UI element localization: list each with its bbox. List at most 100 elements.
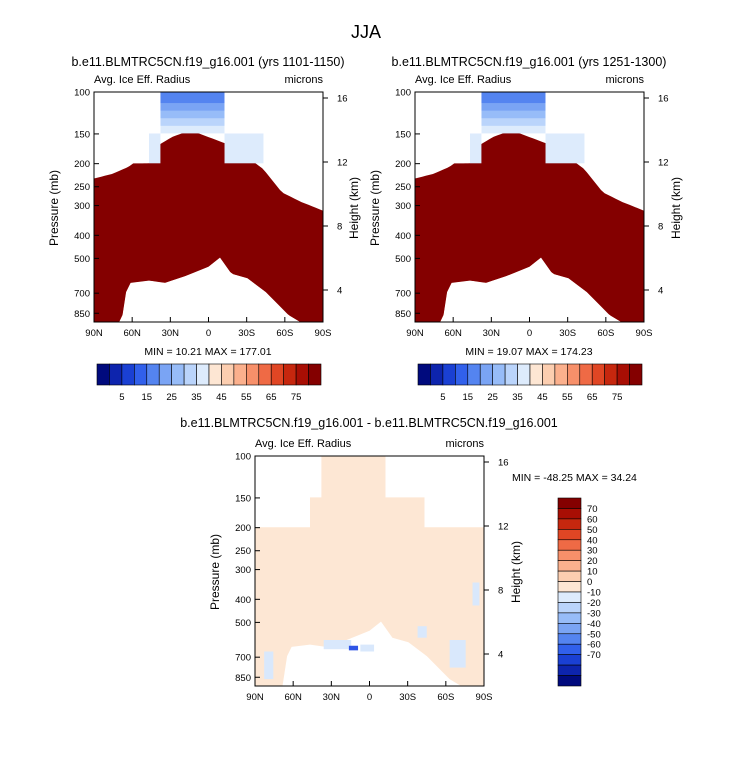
panel-3-ytick-label: 500	[235, 618, 251, 629]
panel-2-xtick-label: 0	[527, 328, 532, 339]
panel-3-colorbar-box	[557, 602, 582, 614]
panel-3-diff-patch	[360, 644, 375, 652]
panel-2-subtitle-left: Avg. Ice Eff. Radius	[415, 74, 512, 86]
panel-2-ytick-right-label: 16	[658, 94, 669, 105]
panel-3-diff-patch	[323, 640, 352, 650]
panel-3-xtick-label: 30S	[399, 692, 416, 703]
panel-2-subtitle-right: microns	[605, 74, 644, 86]
panel-2-colorbar-box	[430, 363, 444, 386]
panel-3-ytick-right-label: 12	[498, 522, 509, 533]
panel-3-colorbar-box	[557, 612, 582, 624]
panel-3-diff-patch	[472, 582, 480, 606]
panel-3-colorbar-label: -20	[587, 598, 601, 609]
panel-3-colorbar-box	[557, 539, 582, 551]
panel-3-colorbar-box	[557, 529, 582, 541]
panel-2-colorbar: 5 15 25 35 45 55 65 75	[417, 363, 643, 403]
panel-1-colorbar-label: 45	[216, 392, 227, 403]
panel-1-colorbar-box	[171, 363, 185, 386]
panel-1-mask-top	[94, 92, 323, 164]
panel-1-colorbar-box	[96, 363, 110, 386]
panel-3-colorbar-box	[557, 654, 582, 666]
panel-3-ytick-right-label: 16	[498, 458, 509, 469]
panel-2-contour-band	[415, 130, 644, 322]
panel-1-xtick-label: 30N	[162, 328, 180, 339]
panel-1-colorbar-label: 55	[241, 392, 252, 403]
panel-1-colorbar-box	[121, 363, 135, 386]
panel-2-xtick-label: 60S	[597, 328, 614, 339]
panel-2-title: b.e11.BLMTRC5CN.f19_g16.001 (yrs 1251-13…	[392, 55, 667, 69]
panel-1-shelf-left	[148, 133, 161, 164]
panel-1-colorbar-box	[295, 363, 309, 386]
panel-2-shelf-left	[469, 133, 482, 164]
panel-3-colorbar-label: -30	[587, 608, 601, 619]
panel-2-colorbar-label: 55	[562, 392, 573, 403]
panel-2-colorbar-box	[554, 363, 568, 386]
panel-2-colorbar-box	[504, 363, 518, 386]
panel-3-colorbar-label: -60	[587, 640, 601, 651]
panel-2-ytick-label: 700	[395, 289, 411, 300]
panel-1-colorbar-label: 35	[191, 392, 202, 403]
panel-2-colorbar-label: 65	[587, 392, 598, 403]
panel-2-colorbar-box	[616, 363, 630, 386]
panel-2-colorbar-box	[442, 363, 456, 386]
panel-3-colorbar-label: 40	[587, 535, 598, 546]
panel-2-ytick-right-label: 4	[658, 286, 663, 297]
panel-2-mask-top	[415, 92, 644, 164]
panel-3-colorbar-box	[557, 570, 582, 582]
panel-2-blue-band	[481, 92, 546, 104]
panel-2-colorbar-box	[567, 363, 581, 386]
panel-1-colorbar-label: 75	[291, 392, 302, 403]
panel-3-colorbar-label: -50	[587, 629, 601, 640]
panel-1-xtick-label: 90S	[315, 328, 332, 339]
panel-2-ytick-label: 250	[395, 182, 411, 193]
panel-3-colorbar-box	[557, 518, 582, 530]
panel-1-subtitle-right: microns	[284, 74, 323, 86]
panel-2-ytick-label: 400	[395, 231, 411, 242]
panel-1-colorbar-box	[270, 363, 284, 386]
panel-1-ytick-right-label: 4	[337, 286, 342, 297]
panel-2-ytick-label: 100	[395, 88, 411, 99]
panel-1-colorbar-label: 15	[141, 392, 152, 403]
panel-2-colorbar-box	[492, 363, 506, 386]
panel-3-diff-min-patch	[348, 645, 359, 651]
panel-2-colorbar-box	[517, 363, 531, 386]
panel-1-xtick-label: 60N	[123, 328, 141, 339]
panel-3-xtick-label: 60N	[284, 692, 302, 703]
panel-3-colorbar-box	[557, 497, 582, 509]
panel-1-colorbar-box	[109, 363, 123, 386]
panel-2-colorbar-box	[629, 363, 643, 386]
panel-3-diff-patch	[264, 651, 274, 680]
panel-1-colorbar-box	[246, 363, 260, 386]
panel-1-colorbar-box	[221, 363, 235, 386]
panel-1-colorbar-box	[146, 363, 160, 386]
panel-3-colorbar-box	[557, 581, 582, 593]
panel-2-colorbar-box	[479, 363, 493, 386]
panel-3-xtick-label: 30N	[323, 692, 341, 703]
panel-1-subtitle-left: Avg. Ice Eff. Radius	[94, 74, 191, 86]
panel-3-xtick-label: 60S	[437, 692, 454, 703]
panel-1-xtick-label: 60S	[276, 328, 293, 339]
panel-3-diff-patch	[417, 626, 427, 638]
panel-2: b.e11.BLMTRC5CN.f19_g16.001 (yrs 1251-13…	[368, 55, 683, 403]
panel-3: b.e11.BLMTRC5CN.f19_g16.001 - b.e11.BLMT…	[180, 416, 637, 703]
panel-2-colorbar-label: 75	[612, 392, 623, 403]
panel-1-colorbar-box	[134, 363, 148, 386]
panel-1-colorbar-box	[183, 363, 197, 386]
panel-1-colorbar-box	[308, 363, 322, 386]
panel-3-ytick-label: 100	[235, 452, 251, 463]
panel-1-contour-band	[94, 130, 323, 322]
panel-3-diff-patch	[449, 640, 466, 668]
panel-1-colorbar-box	[258, 363, 272, 386]
panel-2-plot-area: 100 150 200 250 300 400 500 700 850 90N 60N 30N 0 30S…	[395, 88, 668, 340]
panel-3-colorbar-label: 10	[587, 567, 598, 578]
panel-3-colorbar-box	[557, 643, 582, 655]
panel-2-shelf-right	[545, 133, 585, 164]
panel-1-ytick-right-label: 12	[337, 158, 348, 169]
panel-3-xtick-label: 0	[367, 692, 372, 703]
panel-3-colorbar-label: 0	[587, 577, 592, 588]
panel-2-colorbar-label: 35	[512, 392, 523, 403]
panel-1-ytick-right-label: 8	[337, 222, 342, 233]
panel-2-colorbar-label: 25	[487, 392, 498, 403]
panel-2-xtick-label: 90N	[406, 328, 424, 339]
